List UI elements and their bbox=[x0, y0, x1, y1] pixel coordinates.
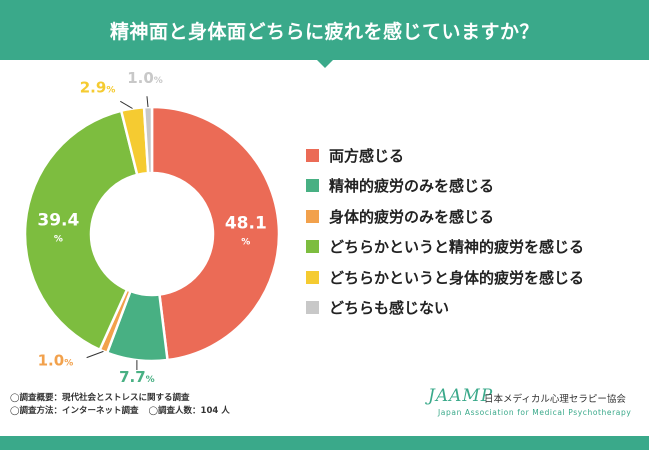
svg-text:48.1: 48.1 bbox=[225, 213, 267, 233]
legend-label: どちらも感じない bbox=[329, 299, 450, 318]
data-label-4: 39.4% bbox=[37, 211, 79, 245]
legend-label: どちらかというと精神的疲労を感じる bbox=[329, 238, 585, 257]
svg-text:2.9%: 2.9% bbox=[80, 78, 116, 96]
jaamp-logo: JAAMP 日本メディカル心理セラピー協会 Japan Association … bbox=[428, 384, 638, 424]
legend-swatch bbox=[306, 148, 319, 162]
logo-english-name: Japan Association for Medical Psychother… bbox=[438, 408, 632, 417]
chart-legend: 両方感じる精神的疲労のみを感じる 身体的疲労のみを感じるどちらかというと精神的疲労… bbox=[306, 140, 584, 323]
legend-item-4: どちらかというと精神的疲労を感じる bbox=[306, 232, 584, 263]
logo-japanese-name: 日本メディカル心理セラピー協会 bbox=[484, 394, 626, 405]
svg-text:1.0%: 1.0% bbox=[38, 351, 74, 369]
legend-item-3: 身体的疲労のみを感じる bbox=[306, 201, 584, 232]
svg-text:39.4: 39.4 bbox=[37, 211, 79, 231]
leader-line-5 bbox=[120, 100, 133, 109]
data-label-1: 48.1% bbox=[225, 213, 267, 247]
survey-notes: ◯調査概要：現代社会とストレスに関する調査 ◯調査方法：インターネット調査 ◯調査… bbox=[10, 392, 230, 418]
survey-count: ◯調査人数：104 人 bbox=[148, 406, 230, 416]
legend-label: どちらかというと身体的疲労を感じる bbox=[329, 268, 585, 287]
legend-swatch bbox=[306, 270, 319, 284]
banner-pointer bbox=[315, 58, 335, 68]
legend-item-2: 精神的疲労のみを感じる bbox=[306, 171, 584, 202]
survey-overview: ◯調査概要：現代社会とストレスに関する調査 bbox=[10, 393, 190, 403]
slice-1 bbox=[150, 105, 281, 362]
svg-text:%: % bbox=[241, 237, 250, 247]
svg-text:%: % bbox=[54, 235, 63, 245]
legend-item-1: 両方感じる bbox=[306, 140, 584, 171]
slice-4 bbox=[23, 109, 139, 352]
legend-item-5: どちらかというと身体的疲労を感じる bbox=[306, 262, 584, 293]
legend-label: 精神的疲労のみを感じる bbox=[329, 177, 495, 196]
data-label-6: 1.0% bbox=[127, 69, 163, 87]
survey-method-line: ◯調査方法：インターネット調査 ◯調査人数：104 人 bbox=[10, 405, 230, 418]
donut-chart: 48.1% 7.7% 1.0% 39.4% 2.9% 1.0% bbox=[23, 69, 281, 386]
legend-label: 両方感じる bbox=[329, 146, 405, 165]
leader-line-6 bbox=[146, 96, 149, 108]
survey-method: ◯調査方法：インターネット調査 bbox=[10, 406, 139, 416]
legend-swatch bbox=[306, 209, 319, 223]
svg-text:1.0%: 1.0% bbox=[127, 69, 163, 87]
leader-line-3 bbox=[86, 350, 104, 359]
chart-title-banner: 精神面と身体面どちらに疲れを感じていますか？ bbox=[0, 0, 649, 60]
data-label-3: 1.0% bbox=[38, 351, 74, 369]
legend-label: 身体的疲労のみを感じる bbox=[329, 207, 495, 226]
legend-swatch bbox=[306, 179, 319, 193]
chart-title: 精神面と身体面どちらに疲れを感じていますか？ bbox=[109, 20, 539, 43]
data-label-5: 2.9% bbox=[80, 78, 116, 96]
footer-bar bbox=[0, 436, 649, 450]
legend-swatch bbox=[306, 240, 319, 254]
svg-text:7.7%: 7.7% bbox=[119, 368, 155, 386]
logo-wordmark: JAAMP bbox=[428, 386, 494, 406]
data-label-2: 7.7% bbox=[119, 368, 155, 386]
legend-swatch bbox=[306, 301, 319, 315]
slice-6 bbox=[142, 105, 154, 175]
legend-item-6: どちらも感じない bbox=[306, 293, 584, 324]
